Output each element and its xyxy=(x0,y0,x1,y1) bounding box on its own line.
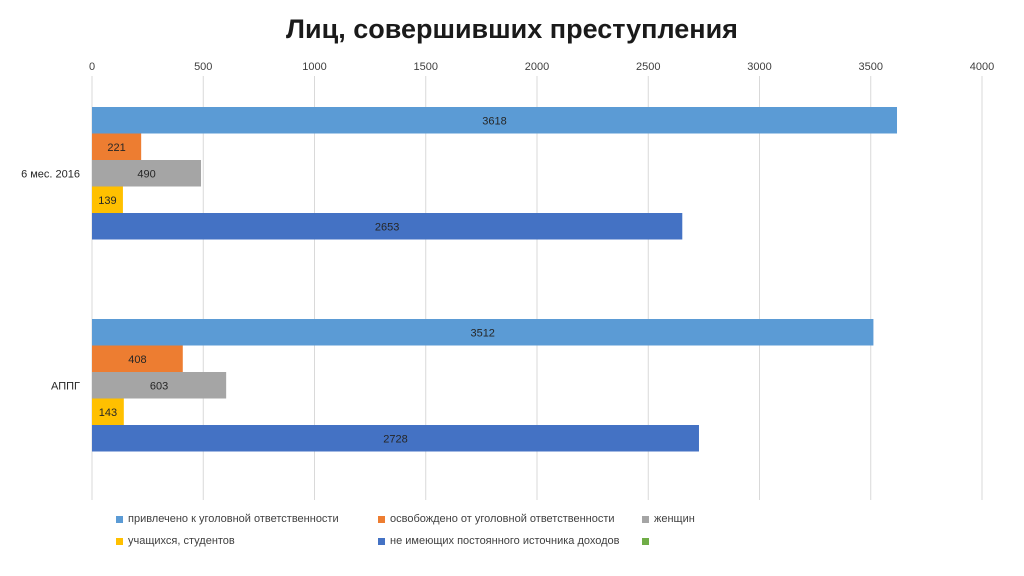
category-label-0: 6 мес. 2016 xyxy=(21,168,80,180)
chart-title: Лиц, совершивших преступления xyxy=(286,14,738,44)
legend-swatch-3 xyxy=(116,537,123,545)
category-label-1: АППГ xyxy=(51,380,80,392)
category-labels: 6 мес. 2016 АППГ xyxy=(21,168,80,392)
legend-swatch-1 xyxy=(378,515,385,523)
data-label-0-1: 221 xyxy=(107,142,125,154)
legend-label-1: освобождено от уголовной ответственности xyxy=(390,513,615,525)
legend-swatch-4 xyxy=(378,537,385,545)
legend-item-4: не имеющих постоянного источника доходов xyxy=(378,535,642,547)
data-labels: 3618 221 490 139 2653 3512 408 603 143 2728 xyxy=(98,115,506,445)
legend-item-5 xyxy=(642,537,732,545)
data-label-0-0: 3618 xyxy=(482,115,506,127)
legend: привлечено к уголовной ответственности ос… xyxy=(116,508,736,552)
legend-swatch-0 xyxy=(116,515,123,523)
data-label-1-0: 3512 xyxy=(470,327,494,339)
legend-item-2: женщин xyxy=(642,513,732,525)
x-tick-label-3: 1500 xyxy=(414,61,438,73)
legend-label-4: не имеющих постоянного источника доходов xyxy=(390,535,620,547)
legend-label-0: привлечено к уголовной ответственности xyxy=(128,513,339,525)
bars xyxy=(92,107,898,452)
data-label-1-4: 2728 xyxy=(383,433,407,445)
data-label-0-3: 139 xyxy=(98,195,116,207)
legend-label-2: женщин xyxy=(654,513,695,525)
bar-1-0 xyxy=(92,319,874,346)
legend-item-1: освобождено от уголовной ответственности xyxy=(378,513,642,525)
x-tick-label-0: 0 xyxy=(89,61,95,73)
x-tick-label-5: 2500 xyxy=(636,61,660,73)
legend-row-0: привлечено к уголовной ответственности ос… xyxy=(116,508,736,530)
bar-1-1 xyxy=(92,345,183,372)
bar-0-4 xyxy=(92,213,683,240)
legend-item-0: привлечено к уголовной ответственности xyxy=(116,513,378,525)
bar-0-0 xyxy=(92,107,898,134)
legend-swatch-2 xyxy=(642,515,649,523)
x-tick-label-8: 4000 xyxy=(970,61,994,73)
bar-0-3 xyxy=(92,186,123,213)
x-tick-label-2: 1000 xyxy=(302,61,326,73)
legend-label-3: учащихся, студентов xyxy=(128,535,235,547)
x-tick-label-4: 2000 xyxy=(525,61,549,73)
data-label-1-1: 408 xyxy=(128,354,146,366)
data-label-0-2: 490 xyxy=(137,168,155,180)
x-tick-label-7: 3500 xyxy=(859,61,883,73)
data-label-1-2: 603 xyxy=(150,380,168,392)
bar-1-3 xyxy=(92,398,124,425)
x-axis-ticks: 0 500 1000 1500 2000 2500 3000 3500 4000 xyxy=(89,61,994,73)
data-label-0-4: 2653 xyxy=(375,221,399,233)
bar-1-2 xyxy=(92,372,227,399)
data-label-1-3: 143 xyxy=(99,407,117,419)
legend-item-3: учащихся, студентов xyxy=(116,535,378,547)
legend-swatch-5 xyxy=(642,537,649,545)
bar-0-1 xyxy=(92,133,142,160)
bar-0-2 xyxy=(92,160,202,187)
x-tick-label-6: 3000 xyxy=(747,61,771,73)
x-tick-label-1: 500 xyxy=(194,61,212,73)
bar-1-4 xyxy=(92,425,699,452)
legend-row-1: учащихся, студентов не имеющих постоянног… xyxy=(116,530,736,552)
